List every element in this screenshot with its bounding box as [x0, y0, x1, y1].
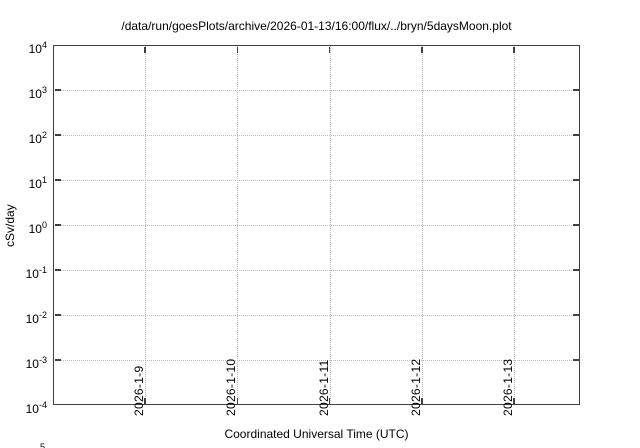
x-tick-label: 2026-1-13 [501, 358, 515, 416]
y-gridline [53, 90, 580, 91]
x-tick-bottom [421, 397, 423, 404]
y-tick-right [572, 269, 579, 271]
x-tick-top [421, 46, 423, 53]
y-gridline [53, 180, 580, 181]
x-tick-bottom [144, 397, 146, 404]
y-tick-right [572, 179, 579, 181]
y-gridline [53, 135, 580, 136]
x-tick-bottom [513, 397, 515, 404]
plot-title: /data/run/goesPlots/archive/2026-01-13/1… [121, 19, 512, 33]
y-tick-right [572, 89, 579, 91]
y-tick-left [54, 89, 61, 91]
x-tick-top [328, 46, 331, 53]
y-axis-title: cSv/day [3, 204, 17, 247]
x-tick-label: 2026-1-10 [224, 358, 239, 416]
x-tick-top [236, 46, 238, 53]
x-tick-top [144, 46, 146, 53]
y-tick-label: 10-2 [25, 310, 47, 326]
x-gridline [421, 45, 423, 405]
x-tick-bottom [236, 397, 238, 404]
x-tick-label: 2026-1-12 [408, 358, 423, 416]
y-tick-label: 102 [28, 130, 47, 146]
y-tick-label: 10-3 [25, 355, 47, 371]
y-tick-label: 10-4 [25, 400, 47, 416]
y-tick-left [54, 179, 61, 181]
y-tick-label: 100 [28, 220, 47, 236]
y-tick-label: 104 [28, 40, 47, 56]
clipped-next-panel-exponent-label: 5 [40, 442, 46, 448]
y-tick-right [572, 224, 579, 226]
x-gridline [514, 45, 515, 405]
x-gridline [145, 45, 146, 405]
y-tick-left [54, 359, 61, 361]
x-tick-label: 2026-1-9 [132, 365, 146, 416]
y-tick-left [54, 224, 61, 226]
y-gridline [53, 270, 580, 271]
x-axis-title: Coordinated Universal Time (UTC) [224, 427, 409, 441]
y-tick-label: 10-1 [25, 265, 47, 281]
y-tick-label: 101 [28, 175, 47, 191]
y-tick-label: 103 [28, 85, 47, 101]
y-tick-right [572, 134, 579, 136]
plot-area [53, 45, 580, 405]
y-gridline [53, 360, 580, 361]
x-tick-bottom [328, 397, 331, 404]
x-tick-top [513, 46, 515, 53]
y-tick-left [54, 269, 61, 271]
y-tick-right [572, 359, 579, 361]
x-gridline [237, 45, 239, 405]
x-gridline [329, 45, 331, 405]
y-tick-left [54, 314, 61, 316]
y-gridline [53, 225, 580, 226]
x-tick-label: 2026-1-11 [316, 359, 331, 416]
y-gridline [53, 315, 580, 316]
y-tick-right [572, 314, 579, 316]
y-tick-left [54, 134, 61, 136]
